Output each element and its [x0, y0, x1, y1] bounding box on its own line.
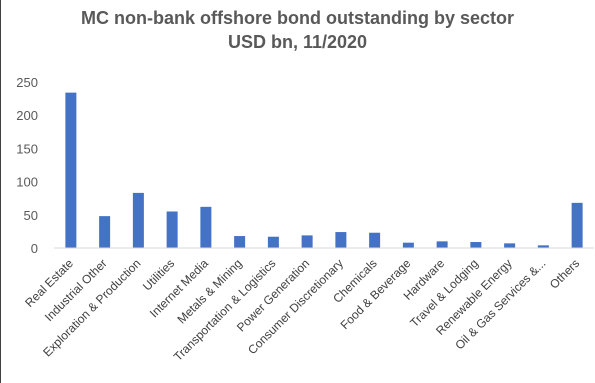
- bar: [99, 216, 110, 248]
- bar-series: [65, 93, 582, 248]
- y-tick-label: 100: [16, 175, 38, 190]
- bar: [268, 237, 279, 248]
- bar: [437, 241, 448, 248]
- bar: [403, 243, 414, 248]
- y-tick-label: 200: [16, 108, 38, 123]
- bar: [65, 93, 76, 248]
- y-axis: 0 50 100 150 200 250: [16, 75, 38, 256]
- bar: [200, 207, 211, 248]
- y-tick-label: 0: [31, 241, 38, 256]
- bar: [470, 242, 481, 248]
- bar: [234, 236, 245, 248]
- bar: [167, 211, 178, 248]
- y-tick-label: 150: [16, 141, 38, 156]
- y-tick-label: 250: [16, 75, 38, 90]
- bar: [369, 233, 380, 248]
- bar: [504, 243, 515, 248]
- bar: [572, 203, 583, 248]
- y-tick-label: 50: [24, 208, 38, 223]
- bar: [302, 235, 313, 248]
- bar: [133, 193, 144, 248]
- bar: [335, 232, 346, 248]
- x-category-label: Others: [547, 256, 582, 291]
